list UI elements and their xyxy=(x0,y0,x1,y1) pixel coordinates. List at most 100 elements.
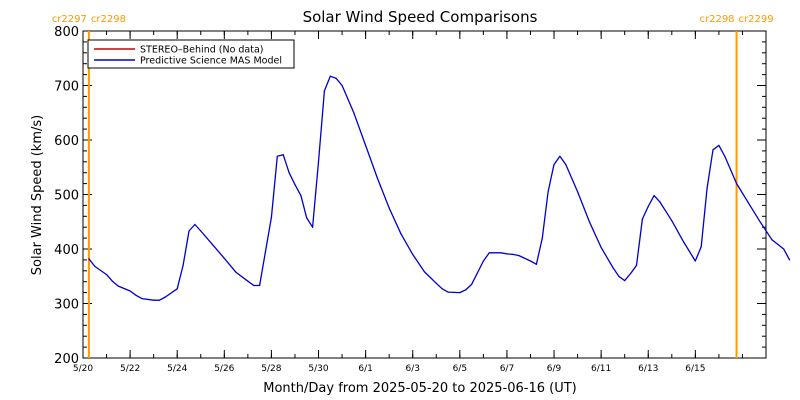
data-point xyxy=(618,275,620,277)
x-tick-label: 6/5 xyxy=(453,364,467,374)
legend-label: STEREO–Behind (No data) xyxy=(140,45,264,56)
data-point xyxy=(624,280,626,282)
x-tick-label: 5/22 xyxy=(120,364,140,374)
data-point xyxy=(141,298,143,300)
y-tick-label: 700 xyxy=(54,80,79,95)
legend-label: Predictive Science MAS Model xyxy=(140,56,282,67)
data-point xyxy=(341,84,343,87)
x-tick-label: 6/1 xyxy=(358,364,372,374)
y-tick-label: 600 xyxy=(54,134,79,149)
data-point xyxy=(535,263,538,265)
data-point xyxy=(747,202,749,204)
x-tick-label: 5/28 xyxy=(261,364,281,374)
data-point xyxy=(529,260,532,262)
data-point xyxy=(447,291,449,293)
carrington-label-before: cr2297 xyxy=(52,14,87,25)
data-point xyxy=(577,191,579,193)
data-point xyxy=(471,283,473,285)
data-point xyxy=(94,265,96,267)
data-point xyxy=(512,253,514,255)
x-tick-label: 5/26 xyxy=(214,364,234,374)
x-tick-label: 5/30 xyxy=(308,364,328,374)
data-point xyxy=(412,253,414,255)
data-point xyxy=(635,264,638,266)
data-point xyxy=(435,282,437,284)
data-point xyxy=(694,260,696,262)
data-point xyxy=(718,144,720,146)
data-point xyxy=(400,233,402,235)
data-point xyxy=(335,77,337,79)
x-tick-label: 6/11 xyxy=(591,364,611,374)
carrington-label-after: cr2299 xyxy=(739,14,774,25)
x-tick-label: 6/9 xyxy=(547,364,562,374)
x-tick-label: 6/15 xyxy=(685,364,705,374)
data-point xyxy=(135,294,137,296)
y-tick-label: 500 xyxy=(54,189,79,204)
legend-box xyxy=(87,39,295,69)
legend: STEREO–Behind (No data)Predictive Scienc… xyxy=(87,39,295,69)
data-point xyxy=(353,112,355,114)
x-tick-label: 6/13 xyxy=(638,364,658,374)
y-tick-label: 400 xyxy=(54,243,79,258)
data-point xyxy=(211,244,214,246)
data-point xyxy=(553,163,555,166)
data-point xyxy=(459,292,461,294)
data-point xyxy=(724,155,726,157)
data-point xyxy=(158,299,161,301)
data-point xyxy=(783,248,785,250)
data-point xyxy=(683,241,685,243)
data-point xyxy=(288,172,290,174)
y-tick-label: 200 xyxy=(54,352,79,367)
plot-frame xyxy=(82,30,767,359)
data-point xyxy=(111,280,113,282)
carrington-label-before: cr2298 xyxy=(699,14,734,25)
data-point xyxy=(706,187,708,189)
data-point xyxy=(276,155,278,157)
series-line-mas-model xyxy=(88,75,791,301)
data-point xyxy=(488,252,490,254)
data-point xyxy=(600,246,602,248)
x-tick-label: 5/24 xyxy=(167,364,187,374)
data-point xyxy=(565,163,567,166)
data-point xyxy=(329,75,331,77)
data-point xyxy=(659,201,661,203)
x-tick-label: 6/7 xyxy=(500,364,514,374)
data-point xyxy=(129,290,131,292)
data-point xyxy=(588,221,591,223)
data-point xyxy=(306,217,308,219)
data-point xyxy=(771,239,773,241)
data-point xyxy=(312,226,314,228)
plot-area: 200 300 400 500 600 700 800 5/20 5/22 5/24 5/26 5/2… xyxy=(52,14,791,374)
data-point xyxy=(518,254,520,257)
data-point xyxy=(700,246,702,248)
data-point xyxy=(482,260,484,262)
data-point xyxy=(388,207,390,209)
y-tick-label: 800 xyxy=(54,25,79,40)
data-point xyxy=(164,296,166,298)
x-axis-label: Month/Day from 2025-05-20 to 2025-06-16 … xyxy=(263,381,576,396)
x-tick-label: 6/3 xyxy=(405,364,419,374)
data-point xyxy=(441,288,443,290)
y-axis-label: Solar Wind Speed (km/s) xyxy=(30,115,45,275)
data-point xyxy=(153,299,155,301)
data-point xyxy=(117,285,119,287)
data-point xyxy=(182,264,184,266)
data-point xyxy=(559,155,561,157)
data-point xyxy=(789,259,791,261)
data-point xyxy=(282,154,284,156)
data-point xyxy=(506,253,508,255)
data-point xyxy=(500,252,502,254)
data-point xyxy=(712,149,714,151)
data-point xyxy=(376,177,378,179)
data-point xyxy=(612,266,614,269)
data-point xyxy=(317,161,320,163)
data-point xyxy=(200,230,202,232)
data-point xyxy=(671,220,673,222)
y-tick-label: 300 xyxy=(54,298,79,313)
data-point xyxy=(235,271,237,273)
data-point xyxy=(194,223,196,226)
data-point xyxy=(465,289,467,291)
data-point xyxy=(630,272,632,275)
data-point xyxy=(188,230,190,232)
data-point xyxy=(294,184,296,186)
